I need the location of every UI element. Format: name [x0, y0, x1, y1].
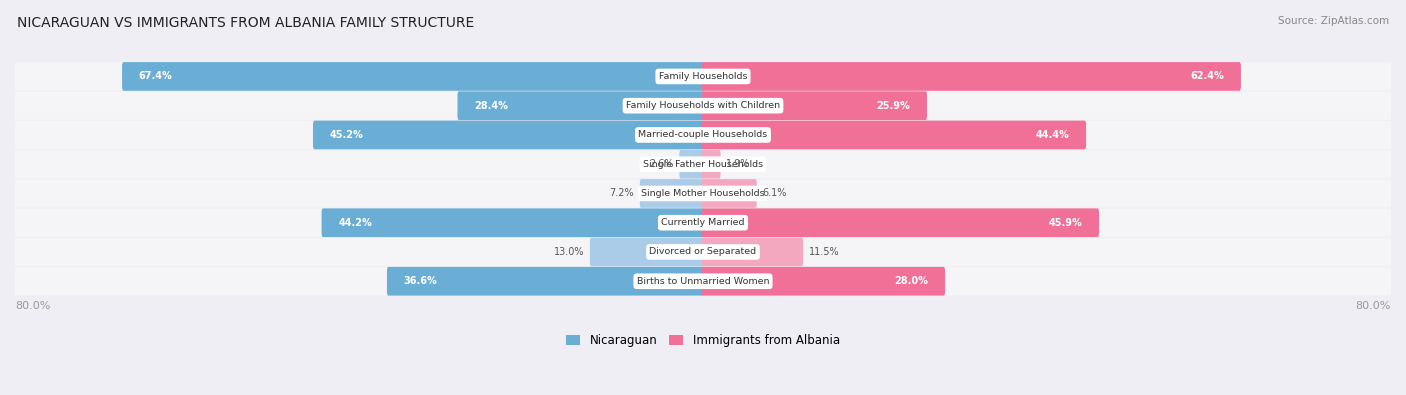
- FancyBboxPatch shape: [679, 150, 704, 179]
- FancyBboxPatch shape: [457, 91, 704, 120]
- FancyBboxPatch shape: [702, 209, 1099, 237]
- FancyBboxPatch shape: [314, 120, 704, 149]
- FancyBboxPatch shape: [15, 267, 1391, 295]
- FancyBboxPatch shape: [702, 267, 945, 295]
- FancyBboxPatch shape: [702, 120, 1085, 149]
- Text: Births to Unmarried Women: Births to Unmarried Women: [637, 277, 769, 286]
- Legend: Nicaraguan, Immigrants from Albania: Nicaraguan, Immigrants from Albania: [561, 329, 845, 352]
- Text: 62.4%: 62.4%: [1191, 71, 1225, 81]
- Text: 36.6%: 36.6%: [404, 276, 437, 286]
- FancyBboxPatch shape: [387, 267, 704, 295]
- Text: 6.1%: 6.1%: [762, 188, 787, 198]
- Text: 28.4%: 28.4%: [474, 101, 508, 111]
- Text: 80.0%: 80.0%: [15, 301, 51, 311]
- Text: 45.2%: 45.2%: [330, 130, 364, 140]
- Text: 13.0%: 13.0%: [554, 247, 585, 257]
- Text: 28.0%: 28.0%: [894, 276, 928, 286]
- Text: Family Households: Family Households: [659, 72, 747, 81]
- FancyBboxPatch shape: [591, 238, 704, 266]
- Text: 44.2%: 44.2%: [339, 218, 373, 228]
- FancyBboxPatch shape: [15, 179, 1391, 207]
- FancyBboxPatch shape: [702, 179, 756, 208]
- Text: 67.4%: 67.4%: [139, 71, 173, 81]
- FancyBboxPatch shape: [702, 150, 721, 179]
- Text: 2.6%: 2.6%: [650, 159, 673, 169]
- FancyBboxPatch shape: [15, 62, 1391, 90]
- Text: 25.9%: 25.9%: [876, 101, 910, 111]
- FancyBboxPatch shape: [702, 62, 1241, 91]
- FancyBboxPatch shape: [15, 209, 1391, 237]
- Text: 1.9%: 1.9%: [727, 159, 751, 169]
- FancyBboxPatch shape: [640, 179, 704, 208]
- Text: Divorced or Separated: Divorced or Separated: [650, 248, 756, 256]
- FancyBboxPatch shape: [15, 121, 1391, 149]
- FancyBboxPatch shape: [15, 238, 1391, 266]
- Text: Single Mother Households: Single Mother Households: [641, 189, 765, 198]
- Text: Source: ZipAtlas.com: Source: ZipAtlas.com: [1278, 16, 1389, 26]
- FancyBboxPatch shape: [702, 238, 803, 266]
- FancyBboxPatch shape: [322, 209, 704, 237]
- FancyBboxPatch shape: [15, 150, 1391, 178]
- Text: 45.9%: 45.9%: [1049, 218, 1083, 228]
- Text: 7.2%: 7.2%: [610, 188, 634, 198]
- Text: 44.4%: 44.4%: [1036, 130, 1070, 140]
- FancyBboxPatch shape: [122, 62, 704, 91]
- Text: Currently Married: Currently Married: [661, 218, 745, 227]
- Text: Single Father Households: Single Father Households: [643, 160, 763, 169]
- Text: 11.5%: 11.5%: [808, 247, 839, 257]
- FancyBboxPatch shape: [702, 91, 927, 120]
- Text: Married-couple Households: Married-couple Households: [638, 130, 768, 139]
- Text: NICARAGUAN VS IMMIGRANTS FROM ALBANIA FAMILY STRUCTURE: NICARAGUAN VS IMMIGRANTS FROM ALBANIA FA…: [17, 16, 474, 30]
- Text: Family Households with Children: Family Households with Children: [626, 101, 780, 110]
- FancyBboxPatch shape: [15, 92, 1391, 120]
- Text: 80.0%: 80.0%: [1355, 301, 1391, 311]
